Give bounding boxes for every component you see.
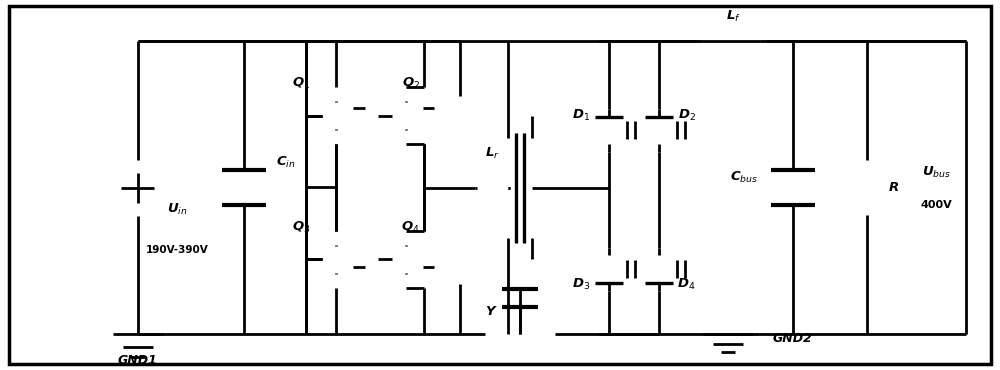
Text: D$_4$: D$_4$ bbox=[677, 277, 696, 292]
Bar bbox=[420, 248, 437, 271]
Text: Q$_2$: Q$_2$ bbox=[402, 76, 420, 91]
Polygon shape bbox=[645, 117, 673, 144]
Bar bbox=[855, 160, 879, 215]
Bar bbox=[350, 104, 368, 127]
Text: U$_{bus}$: U$_{bus}$ bbox=[922, 165, 951, 180]
Polygon shape bbox=[645, 255, 673, 283]
Bar bbox=[322, 101, 350, 130]
Polygon shape bbox=[595, 117, 623, 144]
Polygon shape bbox=[424, 252, 434, 268]
Text: Q$_3$: Q$_3$ bbox=[292, 220, 311, 235]
Text: R: R bbox=[889, 181, 899, 194]
Text: 190V-390V: 190V-390V bbox=[146, 245, 209, 255]
Polygon shape bbox=[424, 108, 434, 124]
Text: GND2: GND2 bbox=[773, 332, 813, 345]
Text: U$_{in}$: U$_{in}$ bbox=[167, 202, 188, 217]
Bar bbox=[350, 248, 368, 271]
Text: 400V: 400V bbox=[921, 200, 953, 211]
Text: D$_1$: D$_1$ bbox=[572, 108, 590, 123]
Text: L$_r$: L$_r$ bbox=[485, 146, 500, 161]
Text: Q$_4$: Q$_4$ bbox=[401, 220, 420, 235]
Bar bbox=[392, 101, 420, 130]
Text: Q$_1$: Q$_1$ bbox=[292, 76, 311, 91]
Bar bbox=[392, 245, 420, 274]
Text: L$_f$: L$_f$ bbox=[726, 9, 741, 24]
Text: D$_3$: D$_3$ bbox=[572, 277, 591, 292]
Text: D$_2$: D$_2$ bbox=[678, 108, 696, 123]
Polygon shape bbox=[354, 108, 364, 124]
Text: Y: Y bbox=[485, 305, 495, 317]
Polygon shape bbox=[595, 255, 623, 283]
Text: C$_{bus}$: C$_{bus}$ bbox=[730, 170, 758, 185]
Text: C$_{in}$: C$_{in}$ bbox=[276, 155, 295, 170]
Bar bbox=[420, 104, 437, 127]
Bar bbox=[322, 245, 350, 274]
Text: GND1: GND1 bbox=[118, 354, 158, 367]
Polygon shape bbox=[354, 252, 364, 268]
